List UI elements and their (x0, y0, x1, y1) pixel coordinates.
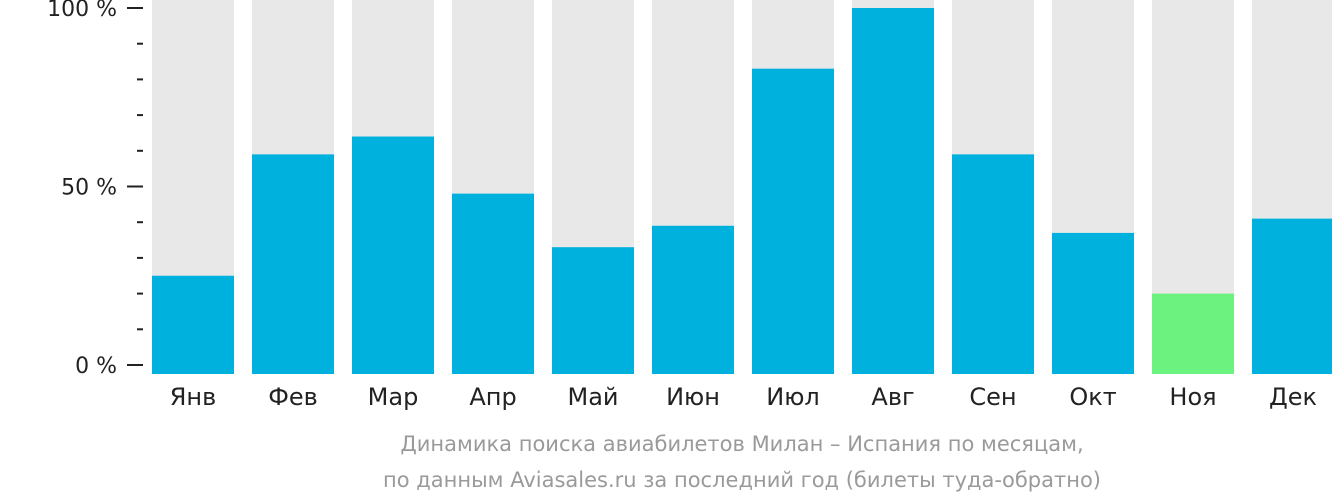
bar-2 (252, 154, 334, 374)
chart-caption-line-1: Динамика поиска авиабилетов Милан – Испа… (400, 432, 1083, 456)
bar-6 (652, 225, 734, 374)
bar-12 (1252, 218, 1332, 374)
x-tick-label: Мар (368, 383, 419, 411)
bar-8 (852, 8, 934, 374)
x-tick-label: Июл (766, 383, 820, 411)
y-tick-label: 0 % (75, 354, 117, 379)
x-tick-label: Апр (469, 383, 516, 411)
x-axis-labels: Янв Фев Мар Апр Май Июн Июл Авг Сен Окт Ноя Дек (170, 383, 1317, 411)
bar-7 (752, 68, 834, 374)
x-tick-label: Янв (170, 383, 217, 411)
x-tick-label: Ноя (1169, 383, 1216, 411)
y-tick-label: 50 % (61, 176, 117, 201)
bars (152, 8, 1332, 374)
x-tick-label: Дек (1269, 383, 1317, 411)
bar-1 (152, 275, 234, 374)
x-tick-label: Сен (969, 383, 1016, 411)
x-tick-label: Июн (666, 383, 720, 411)
x-tick-label: Фев (268, 383, 318, 411)
y-tick-label: 100 % (47, 0, 117, 22)
bar-4 (452, 193, 534, 374)
bar-3 (352, 136, 434, 374)
chart-caption-line-2: по данным Aviasales.ru за последний год … (383, 468, 1101, 492)
x-tick-label: Май (567, 383, 618, 411)
bar-9 (952, 154, 1034, 374)
x-tick-label: Окт (1069, 383, 1116, 411)
bar-10 (1052, 232, 1134, 374)
x-tick-label: Авг (871, 383, 914, 411)
y-axis: 0 % 50 % 100 % (47, 0, 143, 379)
bar-11 (1152, 293, 1234, 374)
bar-5 (552, 247, 634, 374)
